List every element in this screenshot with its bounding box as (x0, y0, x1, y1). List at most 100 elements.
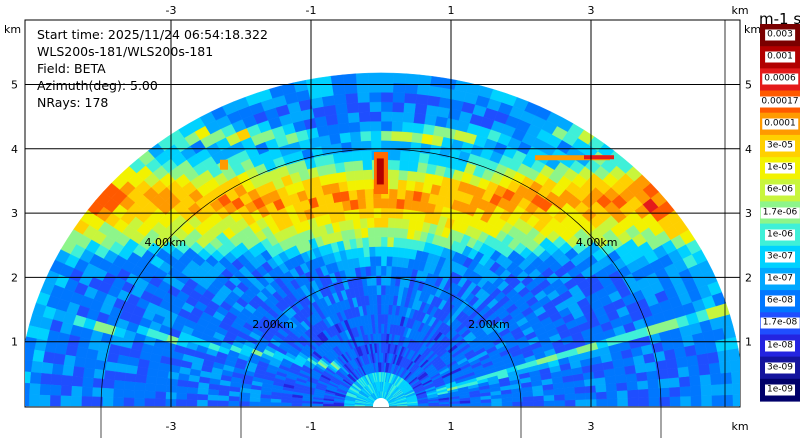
data-cell (336, 112, 349, 125)
y-tick-left: 5 (11, 79, 18, 92)
data-cell (343, 160, 355, 172)
colorbar-label: 1e-08 (765, 340, 795, 352)
data-cell (146, 368, 159, 378)
data-cell (680, 395, 692, 407)
data-cell (346, 102, 359, 114)
data-cell (708, 362, 721, 375)
data-cell (280, 399, 292, 404)
data-cell (341, 151, 354, 163)
data-cell (627, 389, 639, 399)
data-cell (441, 77, 457, 90)
origin-gap (373, 398, 389, 407)
range-ring-label: 2.00km (468, 318, 510, 331)
data-cell (380, 130, 392, 141)
data-cell (564, 393, 576, 401)
data-cell (270, 402, 282, 407)
colorbar-label: 0.003 (765, 29, 795, 41)
data-cell (144, 390, 156, 400)
data-cell (102, 378, 115, 390)
data-cell (407, 160, 419, 172)
data-cell (380, 313, 385, 324)
data-cell (331, 84, 346, 96)
data-cell (368, 246, 376, 257)
data-cell (374, 236, 382, 247)
data-cell (415, 93, 429, 106)
data-cell (668, 376, 681, 388)
data-cell (403, 199, 413, 211)
data-cell (380, 362, 383, 373)
data-cell (359, 217, 368, 229)
y-tick-right: 5 (745, 79, 752, 92)
colorbar-label: 0.0006 (762, 73, 798, 85)
data-cell (345, 92, 359, 104)
data-cell (353, 169, 365, 181)
x-tick-bottom: 3 (588, 420, 595, 433)
data-cell (380, 246, 388, 257)
data-cell (380, 217, 389, 228)
data-cell (687, 364, 701, 377)
data-cell (646, 370, 659, 381)
data-cell (677, 366, 690, 378)
data-cell (429, 75, 445, 88)
data-cell (81, 376, 94, 388)
data-cell (367, 236, 376, 248)
data-cell (39, 394, 51, 407)
colorbar-label: 1.7e-06 (760, 207, 800, 218)
data-cell (347, 111, 360, 123)
data-cell (389, 159, 400, 171)
data-cell (102, 387, 114, 398)
data-cell (376, 304, 382, 315)
start-time-text: Start time: 2025/11/24 06:54:18.322 (37, 27, 268, 42)
data-cell (96, 350, 109, 362)
data-cell (406, 170, 418, 182)
data-cell (291, 402, 303, 407)
data-cell (373, 217, 382, 228)
x-tick-top: 1 (448, 4, 455, 17)
data-cell (354, 179, 365, 191)
data-cell (176, 386, 188, 394)
data-cell (25, 359, 33, 373)
data-cell (154, 398, 166, 407)
data-cell (333, 93, 347, 106)
data-cell (413, 180, 425, 193)
data-cell (351, 150, 363, 162)
data-cell (380, 284, 386, 295)
data-cell (398, 160, 410, 171)
data-cell (154, 391, 167, 400)
data-cell (25, 348, 35, 362)
range-ring-label: 2.00km (252, 318, 294, 331)
data-cell (364, 188, 374, 200)
data-cell (595, 384, 607, 393)
data-cell (617, 397, 629, 407)
data-cell (186, 399, 198, 407)
data-cell (305, 77, 321, 90)
data-cell (196, 399, 208, 407)
upper-strip-core (584, 155, 614, 160)
data-cell (352, 160, 364, 171)
range-rings: 2.00km 2.00km 4.00km 4.00km (100, 148, 662, 438)
data-cell (249, 393, 261, 399)
data-cell (729, 359, 740, 373)
data-cell (114, 371, 127, 382)
y-tick-right: 3 (745, 207, 752, 220)
data-cell (373, 226, 382, 238)
data-cell (383, 313, 389, 325)
data-cell (721, 383, 734, 396)
data-cell (595, 391, 608, 400)
data-cell (380, 294, 386, 305)
data-cell (70, 395, 82, 407)
data-cell (423, 114, 437, 126)
data-cell (359, 121, 371, 132)
data-cell (368, 72, 382, 84)
data-cell (376, 294, 382, 305)
data-cell (70, 385, 83, 397)
data-cell (72, 366, 85, 378)
data-cell (217, 395, 230, 402)
data-cell (339, 132, 352, 144)
x-unit-top: km (731, 4, 748, 17)
data-cell (564, 399, 576, 407)
y-tick-left: 4 (11, 143, 18, 156)
data-cell (420, 133, 434, 145)
data-cell (176, 379, 189, 388)
data-cell (325, 114, 339, 126)
